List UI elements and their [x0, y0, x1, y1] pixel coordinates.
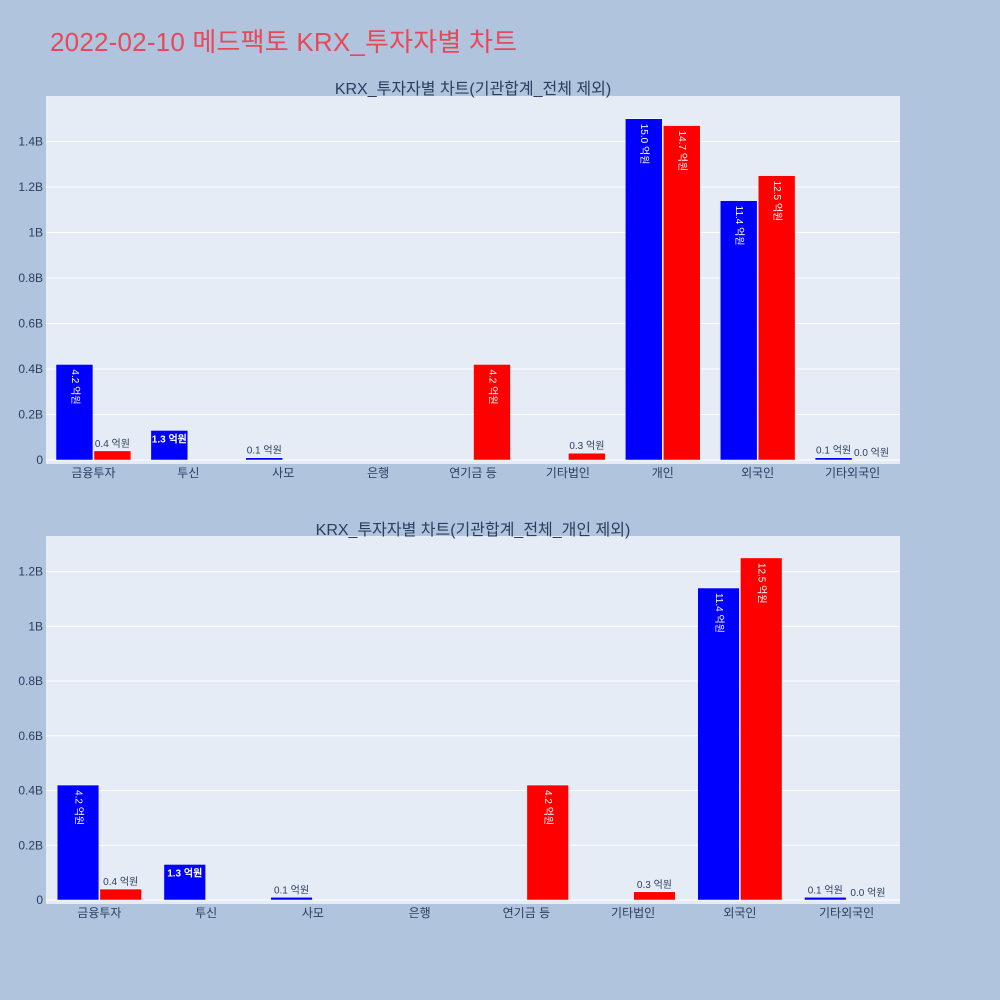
- x-tick-label: 외국인: [723, 906, 756, 920]
- x-tick-label: 개인: [652, 466, 674, 480]
- bar-value-label: 11.4 억원: [733, 206, 745, 246]
- bar[interactable]: [99, 888, 142, 901]
- bar[interactable]: [757, 175, 796, 461]
- x-tick-label: 사모: [302, 906, 324, 920]
- bar-value-label: 4.2 억원: [69, 369, 81, 404]
- y-tick-label: 0.8B: [18, 674, 43, 688]
- bar[interactable]: [55, 364, 94, 461]
- bar-value-label: 0.1 억원: [274, 884, 309, 896]
- bar-value-label: 0.1 억원: [247, 445, 282, 457]
- y-tick-label: 0.2B: [18, 838, 43, 852]
- y-tick-label: 1.2B: [18, 180, 43, 194]
- x-tick-label: 기타외국인: [819, 906, 874, 920]
- x-tick-label: 기타법인: [546, 466, 590, 480]
- x-tick-label: 기타외국인: [825, 466, 880, 480]
- x-tick-label: 기타법인: [611, 906, 655, 920]
- x-tick-label: 투신: [177, 466, 199, 480]
- bar-value-label: 0.1 억원: [816, 445, 851, 457]
- y-tick-label: 0.8B: [18, 271, 43, 285]
- bar[interactable]: [814, 457, 853, 461]
- chart-investor-excl-institution-individual: 0 0.2B 0.4B 0.6B 0.8B 1B 1.2B KRX_투자자별 차트(기관합계_…: [18, 521, 900, 920]
- bar[interactable]: [473, 364, 511, 461]
- y-tick-label: 1.4B: [18, 135, 43, 149]
- y-tick-label: 0.4B: [18, 784, 43, 798]
- bar[interactable]: [804, 897, 847, 901]
- plot-area: [46, 96, 900, 464]
- bar-value-label: 1.3 억원: [152, 432, 187, 445]
- chart-subtitle: KRX_투자자별 차트(기관합계_전체_개인 제외): [316, 521, 631, 539]
- bar[interactable]: [663, 125, 701, 461]
- bar-value-label: 15.0 억원: [638, 124, 650, 165]
- bar[interactable]: [568, 452, 606, 461]
- bar[interactable]: [697, 587, 740, 901]
- y-tick-label: 1B: [28, 226, 43, 240]
- y-tick-label: 0: [36, 453, 43, 467]
- bar-value-label: 0.0 억원: [850, 887, 885, 899]
- x-tick-label: 연기금 등: [503, 906, 551, 920]
- bar[interactable]: [56, 784, 100, 901]
- bar-value-label: 0.3 억원: [637, 879, 672, 891]
- bar[interactable]: [633, 891, 676, 901]
- y-tick-label: 0.6B: [18, 317, 43, 331]
- bar-value-label: 0.3 억원: [569, 440, 604, 452]
- bar-value-label: 4.2 억원: [72, 790, 84, 825]
- y-tick-label: 1B: [28, 619, 43, 633]
- bar-value-label: 1.3 억원: [167, 866, 202, 879]
- bar[interactable]: [93, 450, 132, 461]
- y-tick-label: 0.4B: [18, 362, 43, 376]
- bar[interactable]: [163, 864, 206, 901]
- y-tick-label: 0.2B: [18, 408, 43, 422]
- bar-value-label: 12.5 억원: [771, 181, 783, 222]
- bar-value-label: 11.4 억원: [713, 593, 725, 633]
- x-tick-label: 금융투자: [77, 906, 121, 920]
- bar-value-label: 0.1 억원: [808, 884, 843, 896]
- chart-subtitle: KRX_투자자별 차트(기관합계_전체 제외): [335, 80, 611, 98]
- x-tick-label: 외국인: [741, 466, 774, 480]
- page-title: 2022-02-10 메드팩토 KRX_투자자별 차트: [50, 27, 518, 57]
- bar[interactable]: [245, 457, 283, 461]
- x-tick-label: 사모: [272, 466, 294, 480]
- bar-value-label: 0.0 억원: [854, 447, 889, 459]
- bar[interactable]: [719, 200, 758, 461]
- bar[interactable]: [740, 557, 783, 901]
- bar[interactable]: [270, 897, 313, 901]
- chart-investor-excl-institution: 0 0.2B 0.4B 0.6B 0.8B 1B 1.2B 1.4B KRX_투자자별 차트(기…: [18, 80, 900, 480]
- x-tick-label: 투신: [195, 906, 217, 920]
- y-tick-label: 1.2B: [18, 565, 43, 579]
- bar-value-label: 12.5 억원: [756, 563, 768, 604]
- y-tick-label: 0: [36, 893, 43, 907]
- x-tick-label: 금융투자: [71, 466, 115, 480]
- bar-value-label: 0.4 억원: [95, 438, 130, 450]
- bar-value-label: 4.2 억원: [486, 369, 498, 404]
- bar-value-label: 0.4 억원: [103, 876, 138, 888]
- x-tick-label: 은행: [367, 465, 389, 480]
- bar[interactable]: [150, 430, 189, 461]
- y-tick-label: 0.6B: [18, 729, 43, 743]
- bar[interactable]: [625, 118, 663, 461]
- bar-value-label: 4.2 억원: [542, 790, 554, 825]
- x-tick-label: 은행: [409, 905, 431, 920]
- x-tick-label: 연기금 등: [449, 466, 497, 480]
- bar[interactable]: [526, 784, 569, 901]
- bar-value-label: 14.7 억원: [676, 131, 688, 172]
